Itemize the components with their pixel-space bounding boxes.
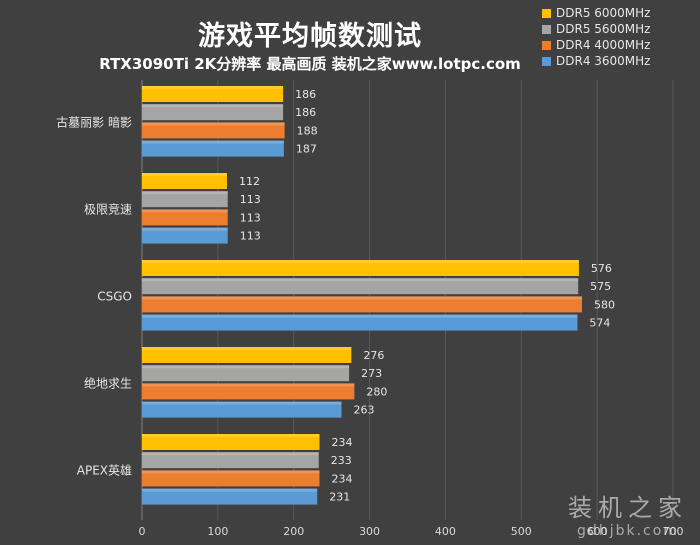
x-tick-label: 300 — [359, 525, 380, 538]
bar — [142, 209, 228, 226]
watermark-main: 装机之家 — [568, 494, 688, 522]
data-label: 574 — [589, 317, 610, 330]
x-tick-label: 200 — [283, 525, 304, 538]
data-label: 234 — [332, 436, 353, 449]
bar — [142, 173, 227, 189]
bar — [142, 86, 284, 102]
legend: DDR5 6000MHz DDR5 5600MHz DDR4 4000MHz DDR4… — [542, 5, 692, 69]
bar — [142, 296, 582, 313]
bar — [142, 278, 579, 295]
bar — [142, 227, 228, 244]
legend-label: DDR5 6000MHz — [556, 6, 651, 20]
bar-highlight — [142, 488, 318, 492]
watermark: 装机之家 gdhjbk.com — [568, 488, 688, 539]
legend-label: DDR4 4000MHz — [556, 38, 651, 52]
legend-swatch — [542, 56, 551, 66]
bar — [142, 191, 228, 208]
data-label: 231 — [329, 491, 350, 504]
bar — [142, 104, 284, 121]
data-label: 276 — [363, 349, 384, 362]
category-label: CSGO — [97, 289, 132, 303]
data-label: 234 — [332, 472, 353, 485]
data-label: 233 — [331, 454, 352, 467]
data-label: 273 — [361, 367, 382, 380]
category-label: APEX英雄 — [77, 462, 132, 477]
bar — [142, 401, 342, 418]
bar — [142, 260, 579, 276]
bar — [142, 470, 320, 487]
x-tick-label: 100 — [207, 525, 228, 538]
bar-highlight — [142, 470, 320, 474]
bar-highlight — [142, 86, 284, 89]
bar-highlight — [142, 173, 227, 176]
bar-highlight — [142, 296, 582, 300]
data-label: 113 — [240, 211, 261, 224]
legend-label: DDR5 5600MHz — [556, 22, 651, 36]
chart-title: 游戏平均帧数测试 — [198, 21, 422, 52]
bars — [142, 86, 582, 505]
data-label: 113 — [240, 230, 261, 243]
category-label: 极限竞速 — [84, 202, 132, 216]
bar-highlight — [142, 383, 355, 387]
data-labels: 186 186 188 187 112 113 113 113 576 575 580 574 276 2… — [239, 88, 615, 504]
legend-item: DDR4 3600MHz — [542, 53, 692, 69]
data-label: 580 — [594, 298, 615, 311]
bar-highlight — [142, 347, 352, 350]
bar-highlight — [142, 260, 579, 263]
bar-highlight — [142, 140, 284, 144]
bar-highlight — [142, 104, 284, 108]
category-label: 古墓丽影 暗影 — [56, 114, 132, 129]
bar-highlight — [142, 209, 228, 213]
x-tick-label: 400 — [435, 525, 456, 538]
legend-swatch — [542, 8, 551, 18]
x-axis-ticks: 0 100 200 300 400 500 600 700 — [139, 525, 684, 538]
bar-highlight — [142, 452, 319, 456]
legend-item: DDR5 5600MHz — [542, 21, 692, 37]
x-tick-label: 600 — [587, 525, 608, 538]
data-label: 112 — [239, 175, 260, 188]
bar-highlight — [142, 434, 320, 437]
x-tick-label: 0 — [139, 525, 146, 538]
data-label: 186 — [295, 88, 316, 101]
x-tick-label: 700 — [663, 525, 684, 538]
data-label: 186 — [295, 106, 316, 119]
bar — [142, 140, 284, 157]
legend-item: DDR5 6000MHz — [542, 5, 692, 21]
bar-highlight — [142, 401, 342, 405]
legend-label: DDR4 3600MHz — [556, 54, 651, 68]
bar — [142, 434, 320, 450]
watermark-sub: gdhjbk.com — [577, 523, 679, 539]
bar — [142, 314, 578, 331]
legend-swatch — [542, 24, 551, 34]
legend-item: DDR4 4000MHz — [542, 37, 692, 53]
data-label: 188 — [297, 124, 318, 137]
bar-highlight — [142, 227, 228, 231]
bar — [142, 122, 285, 139]
bar — [142, 383, 355, 400]
bar-highlight — [142, 191, 228, 195]
data-label: 575 — [590, 280, 611, 293]
bar-highlight — [142, 314, 578, 318]
bar-highlight — [142, 365, 350, 369]
data-label: 187 — [296, 143, 317, 156]
data-label: 280 — [366, 385, 387, 398]
bar-highlight — [142, 122, 285, 126]
category-label: 绝地求生 — [84, 375, 132, 390]
bar — [142, 452, 319, 469]
bar — [142, 365, 350, 382]
data-label: 576 — [591, 262, 612, 275]
x-tick-label: 500 — [511, 525, 532, 538]
legend-swatch — [542, 40, 551, 50]
bar-highlight — [142, 278, 579, 282]
data-label: 113 — [240, 193, 261, 206]
chart-subtitle: RTX3090Ti 2K分辨率 最高画质 装机之家www.lotpc.com — [99, 55, 521, 73]
data-label: 263 — [354, 404, 375, 417]
bar — [142, 347, 352, 363]
bar — [142, 488, 318, 505]
